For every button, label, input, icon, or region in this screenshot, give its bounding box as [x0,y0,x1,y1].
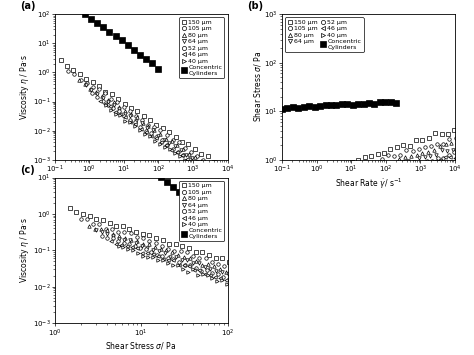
Y-axis label: Viscosity $\eta$ / Pa·s: Viscosity $\eta$ / Pa·s [18,54,31,120]
Legend: 150 μm, 105 μm, 80 μm, 64 μm, 52 μm, 46 μm, 40 μm, Concentric
Cylinders: 150 μm, 105 μm, 80 μm, 64 μm, 52 μm, 46 … [179,17,224,78]
X-axis label: Shear Rate $\dot{\gamma}$/ s$^{-1}$: Shear Rate $\dot{\gamma}$/ s$^{-1}$ [107,176,175,191]
Y-axis label: Viscosity $\eta$ / Pa·s: Viscosity $\eta$ / Pa·s [18,217,31,283]
Text: (b): (b) [247,1,264,11]
Y-axis label: Shear Stress $\sigma$/ Pa: Shear Stress $\sigma$/ Pa [252,51,263,122]
X-axis label: Shear Stress $\sigma$/ Pa: Shear Stress $\sigma$/ Pa [106,340,176,351]
Text: (c): (c) [20,165,35,175]
Legend: 150 μm, 105 μm, 80 μm, 64 μm, 52 μm, 46 μm, 40 μm, Concentric
Cylinders: 150 μm, 105 μm, 80 μm, 64 μm, 52 μm, 46 … [285,17,364,52]
Legend: 150 μm, 105 μm, 80 μm, 64 μm, 52 μm, 46 μm, 40 μm, Concentric
Cylinders: 150 μm, 105 μm, 80 μm, 64 μm, 52 μm, 46 … [179,181,224,241]
Text: (a): (a) [20,1,36,11]
X-axis label: Shear Rate $\dot{\gamma}$/ s$^{-1}$: Shear Rate $\dot{\gamma}$/ s$^{-1}$ [335,176,402,191]
